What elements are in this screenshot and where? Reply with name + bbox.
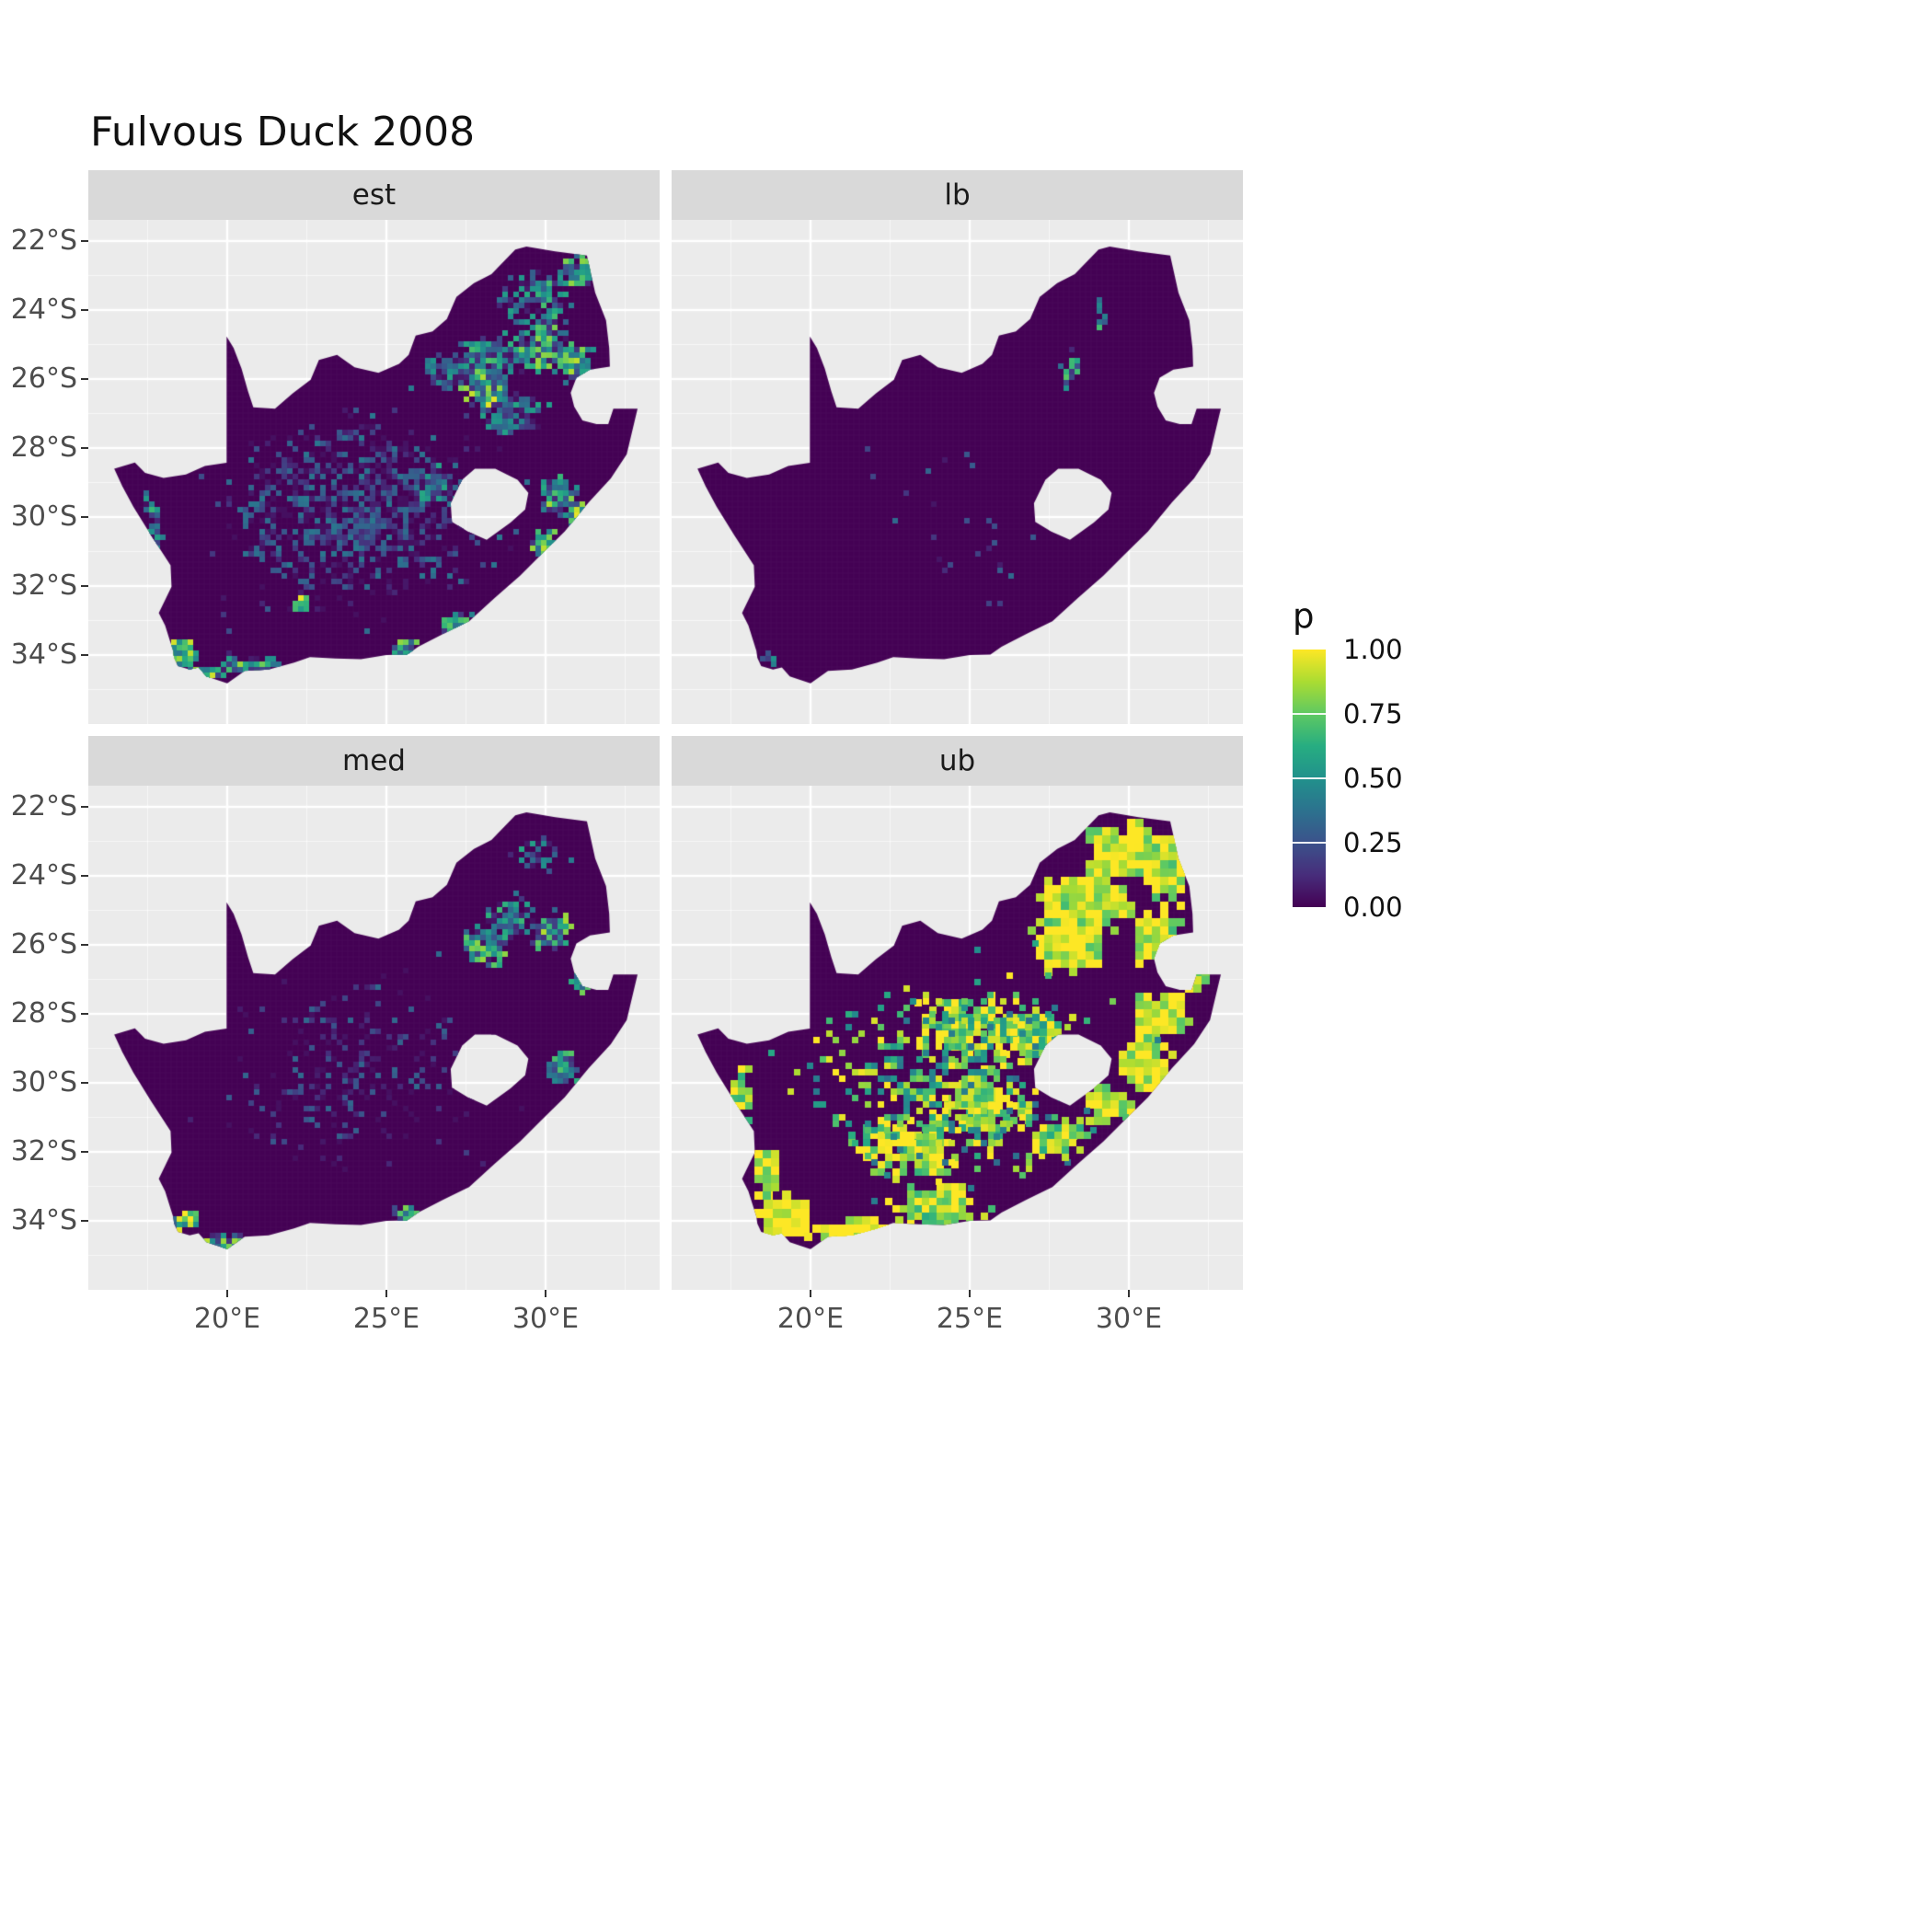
legend-tick-label: 0.50 (1343, 763, 1403, 794)
facet-label-lb: lb (944, 178, 971, 212)
x-tick-label: 20°E (776, 1303, 845, 1335)
x-axis-tick (968, 1290, 971, 1297)
y-tick-label: 28°S (10, 996, 77, 1029)
y-tick-label: 26°S (10, 362, 77, 395)
facet-label-est: est (351, 178, 397, 212)
facet-label-med: med (342, 744, 406, 777)
y-tick-label: 32°S (10, 1134, 77, 1167)
y-tick-label: 32°S (10, 569, 77, 602)
facet-strip-est: est (88, 170, 660, 220)
facet-strip-ub: ub (672, 736, 1243, 786)
y-axis-tick (81, 446, 88, 449)
y-tick-label: 22°S (10, 789, 77, 822)
chart-title: Fulvous Duck 2008 (90, 109, 476, 155)
legend-tick-label: 0.25 (1343, 827, 1403, 858)
legend-tick-label: 0.75 (1343, 698, 1403, 730)
y-axis-tick (81, 308, 88, 311)
y-tick-label: 24°S (10, 293, 77, 326)
facet-strip-lb: lb (672, 170, 1243, 220)
y-axis-tick (81, 584, 88, 587)
map-panel-ub (672, 786, 1243, 1290)
y-tick-label: 24°S (10, 858, 77, 891)
y-tick-label: 30°S (10, 500, 77, 533)
legend-tick (1293, 712, 1326, 716)
y-axis-tick (81, 1012, 88, 1015)
x-axis-tick (385, 1290, 387, 1297)
y-tick-label: 28°S (10, 431, 77, 464)
facet-label-ub: ub (938, 744, 976, 777)
y-tick-label: 34°S (10, 1203, 77, 1236)
x-tick-label: 25°E (936, 1303, 1004, 1335)
y-axis-tick (81, 377, 88, 380)
y-axis-tick (81, 515, 88, 518)
legend-tick-label: 1.00 (1343, 634, 1403, 665)
x-axis-tick (544, 1290, 546, 1297)
map-panel-med (88, 786, 660, 1290)
legend-title: p (1293, 596, 1315, 636)
legend-tick-label: 0.00 (1343, 891, 1403, 923)
y-axis-tick (81, 1219, 88, 1222)
y-axis-tick (81, 1150, 88, 1153)
y-tick-label: 26°S (10, 927, 77, 960)
y-axis-tick (81, 1081, 88, 1084)
y-axis-tick (81, 239, 88, 242)
y-axis-tick (81, 943, 88, 946)
y-axis-tick (81, 805, 88, 808)
x-tick-label: 30°E (512, 1303, 580, 1335)
facet-strip-med: med (88, 736, 660, 786)
x-tick-label: 25°E (352, 1303, 420, 1335)
x-axis-tick (1127, 1290, 1130, 1297)
y-axis-tick (81, 874, 88, 877)
y-tick-label: 30°S (10, 1065, 77, 1098)
x-tick-label: 30°E (1095, 1303, 1163, 1335)
legend-tick (1293, 841, 1326, 845)
legend-tick (1293, 776, 1326, 780)
y-tick-label: 34°S (10, 638, 77, 671)
map-panel-est (88, 220, 660, 724)
x-axis-tick (225, 1290, 228, 1297)
map-panel-lb (672, 220, 1243, 724)
y-tick-label: 22°S (10, 224, 77, 257)
y-axis-tick (81, 653, 88, 656)
x-tick-label: 20°E (193, 1303, 261, 1335)
x-axis-tick (809, 1290, 811, 1297)
